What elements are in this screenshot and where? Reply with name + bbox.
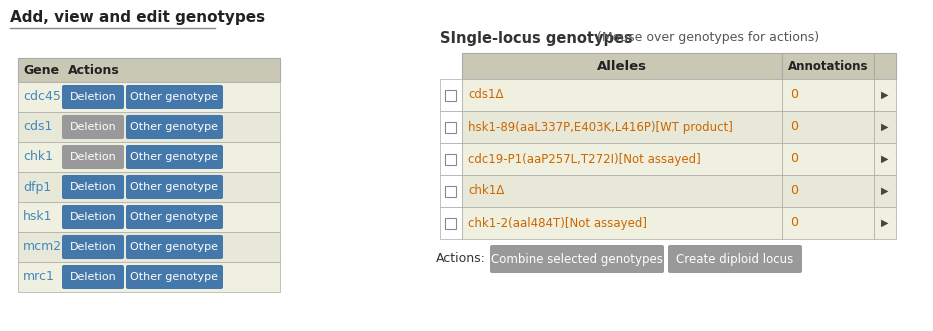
Bar <box>18 82 280 112</box>
Text: ▶: ▶ <box>882 154 889 164</box>
Text: Gene: Gene <box>23 64 59 76</box>
Text: 0: 0 <box>790 120 798 133</box>
Text: ▶: ▶ <box>882 218 889 228</box>
FancyBboxPatch shape <box>62 85 124 109</box>
Text: cds1: cds1 <box>23 120 52 133</box>
Text: chk1Δ: chk1Δ <box>468 184 504 198</box>
FancyBboxPatch shape <box>62 235 124 259</box>
FancyBboxPatch shape <box>126 175 223 199</box>
Bar <box>18 58 280 82</box>
Text: Deletion: Deletion <box>70 242 117 252</box>
Text: cdc19-P1(aaP257L,T272I)[Not assayed]: cdc19-P1(aaP257L,T272I)[Not assayed] <box>468 153 701 166</box>
FancyBboxPatch shape <box>62 145 124 169</box>
Text: chk1: chk1 <box>23 151 53 164</box>
Bar <box>18 202 280 232</box>
Bar <box>782 79 874 111</box>
Text: Other genotype: Other genotype <box>131 212 218 222</box>
FancyBboxPatch shape <box>126 145 223 169</box>
FancyBboxPatch shape <box>126 205 223 229</box>
Bar <box>782 207 874 239</box>
Text: cdc45: cdc45 <box>23 90 61 104</box>
Text: Alleles: Alleles <box>597 60 647 72</box>
Text: ▶: ▶ <box>882 90 889 100</box>
Bar <box>440 207 462 239</box>
Text: dfp1: dfp1 <box>23 180 51 194</box>
Bar <box>18 172 280 202</box>
Bar <box>462 143 782 175</box>
Text: Deletion: Deletion <box>70 92 117 102</box>
Bar <box>445 185 456 197</box>
Text: Other genotype: Other genotype <box>131 122 218 132</box>
Text: Other genotype: Other genotype <box>131 182 218 192</box>
FancyBboxPatch shape <box>126 85 223 109</box>
FancyBboxPatch shape <box>126 265 223 289</box>
Text: ▶: ▶ <box>882 122 889 132</box>
Text: Other genotype: Other genotype <box>131 272 218 282</box>
Text: chk1-2(aal484T)[Not assayed]: chk1-2(aal484T)[Not assayed] <box>468 216 647 229</box>
Text: Add, view and edit genotypes: Add, view and edit genotypes <box>10 10 265 25</box>
Bar <box>440 111 462 143</box>
Bar <box>874 207 896 239</box>
Bar <box>445 121 456 132</box>
Bar <box>445 154 456 165</box>
Text: Deletion: Deletion <box>70 122 117 132</box>
Bar <box>440 79 462 111</box>
FancyBboxPatch shape <box>62 205 124 229</box>
Text: Deletion: Deletion <box>70 152 117 162</box>
Text: ▶: ▶ <box>882 186 889 196</box>
Text: Annotations: Annotations <box>787 60 869 72</box>
Bar <box>440 143 462 175</box>
Bar <box>462 175 782 207</box>
Bar <box>782 175 874 207</box>
Bar <box>874 111 896 143</box>
Text: 0: 0 <box>790 216 798 229</box>
Bar <box>445 217 456 228</box>
Bar <box>462 53 782 79</box>
FancyBboxPatch shape <box>490 245 664 273</box>
Bar <box>874 175 896 207</box>
Text: cds1Δ: cds1Δ <box>468 88 504 102</box>
Text: mcm2: mcm2 <box>23 241 63 254</box>
Bar <box>782 53 874 79</box>
Text: (Mouse over genotypes for actions): (Mouse over genotypes for actions) <box>593 31 819 44</box>
Text: hsk1-89(aaL337P,E403K,L416P)[WT product]: hsk1-89(aaL337P,E403K,L416P)[WT product] <box>468 120 733 133</box>
Text: Actions:: Actions: <box>436 253 486 265</box>
Text: mrc1: mrc1 <box>23 270 55 283</box>
Bar <box>462 79 782 111</box>
FancyBboxPatch shape <box>668 245 802 273</box>
Bar <box>18 232 280 262</box>
Bar <box>18 142 280 172</box>
Text: hsk1: hsk1 <box>23 211 52 223</box>
Bar <box>782 111 874 143</box>
Bar <box>874 53 896 79</box>
Bar <box>440 175 462 207</box>
Text: 0: 0 <box>790 88 798 102</box>
Bar <box>18 112 280 142</box>
Bar <box>445 89 456 101</box>
FancyBboxPatch shape <box>62 265 124 289</box>
Text: Other genotype: Other genotype <box>131 92 218 102</box>
Bar <box>462 111 782 143</box>
Bar <box>782 143 874 175</box>
FancyBboxPatch shape <box>62 115 124 139</box>
Text: Other genotype: Other genotype <box>131 242 218 252</box>
Bar <box>18 262 280 292</box>
FancyBboxPatch shape <box>126 115 223 139</box>
Text: Actions: Actions <box>68 64 119 76</box>
Bar <box>462 207 782 239</box>
Bar <box>874 79 896 111</box>
Text: Create diploid locus: Create diploid locus <box>676 253 794 265</box>
Bar <box>874 143 896 175</box>
FancyBboxPatch shape <box>126 235 223 259</box>
Text: SIngle-locus genotypes: SIngle-locus genotypes <box>440 30 633 45</box>
Text: Deletion: Deletion <box>70 272 117 282</box>
Text: Combine selected genotypes: Combine selected genotypes <box>491 253 663 265</box>
Text: Deletion: Deletion <box>70 182 117 192</box>
Text: 0: 0 <box>790 184 798 198</box>
Text: Deletion: Deletion <box>70 212 117 222</box>
FancyBboxPatch shape <box>62 175 124 199</box>
Text: 0: 0 <box>790 153 798 166</box>
Text: Other genotype: Other genotype <box>131 152 218 162</box>
